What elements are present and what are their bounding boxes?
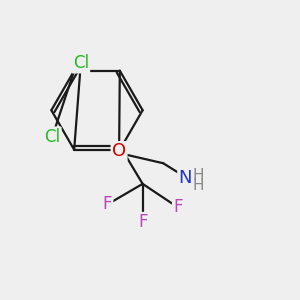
Text: H: H [193, 178, 204, 193]
Text: F: F [173, 198, 183, 216]
Text: F: F [138, 213, 147, 231]
Text: Cl: Cl [73, 54, 89, 72]
Text: Cl: Cl [44, 128, 60, 146]
Text: F: F [103, 196, 112, 214]
Text: N: N [178, 169, 192, 187]
Text: O: O [112, 142, 126, 160]
Text: H: H [193, 167, 204, 182]
